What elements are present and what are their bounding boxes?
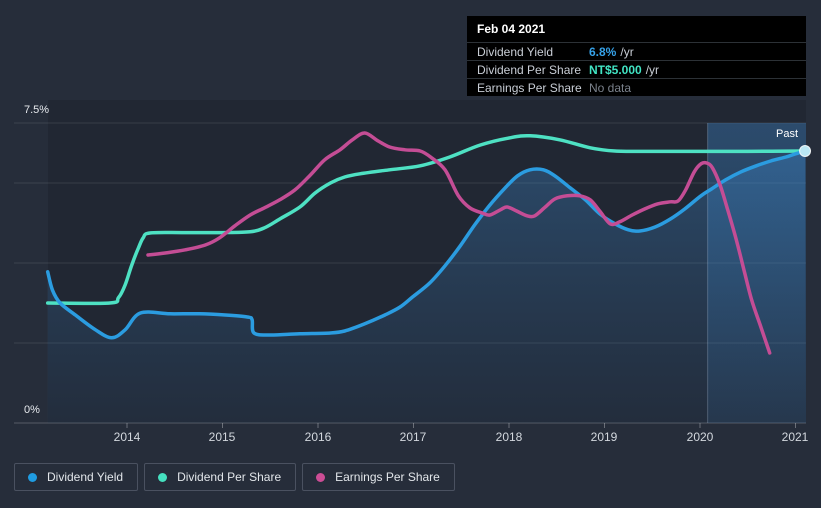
tooltip-row-label: Dividend Yield [477, 44, 554, 59]
tooltip-row-unit: /yr [620, 44, 634, 59]
x-axis-label-2021: 2021 [781, 430, 809, 444]
legend-item-label: Dividend Per Share [177, 470, 282, 484]
y-axis-label-max: 7.5% [24, 104, 50, 116]
legend-item-dividend-yield[interactable]: Dividend Yield [14, 463, 139, 491]
tooltip-row-value: 6.8% [589, 44, 617, 59]
x-axis-label-2017: 2017 [399, 430, 427, 444]
past-region-overlay [707, 123, 806, 423]
dividend-yield-line [45, 149, 807, 340]
legend-color-dot-icon [28, 472, 37, 482]
tooltip-row: Dividend Yield 6.8%/yr [467, 42, 806, 60]
legend-color-dot-icon [316, 472, 326, 482]
legend-item-label: Dividend Yield [47, 470, 124, 484]
tooltip-row: Earnings Per Share No data [467, 78, 806, 96]
legend-item-dividend-per-share[interactable]: Dividend Per Share [144, 463, 297, 491]
legend-color-dot-icon [158, 472, 168, 482]
tooltip-row: Dividend Per Share NT$5.000/yr [467, 60, 806, 78]
x-axis-label-2016: 2016 [304, 430, 332, 444]
y-axis-label-zero: 0% [24, 404, 40, 416]
latest-value-dot [799, 145, 812, 157]
legend-item-earnings-per-share[interactable]: Earnings Per Share [302, 463, 455, 491]
x-axis-label-2018: 2018 [495, 430, 523, 444]
x-axis-label-2019: 2019 [590, 430, 618, 444]
legend-item-label: Earnings Per Share [335, 470, 440, 484]
tooltip-row-value: No data [589, 80, 632, 95]
chart-legend: Dividend Yield Dividend Per Share Earnings… [14, 463, 455, 491]
past-region-label: Past [775, 128, 798, 140]
tooltip-row-value: NT$5.000 [589, 62, 642, 77]
tooltip-date: Feb 04 2021 [477, 22, 546, 36]
x-axis-label-2015: 2015 [208, 430, 236, 444]
tooltip-row-label: Earnings Per Share [477, 80, 582, 95]
x-axis-label-2020: 2020 [686, 430, 714, 444]
x-axis-label-2014: 2014 [113, 430, 141, 444]
dividend-per-share-line [45, 133, 807, 306]
earnings-per-share-line [146, 131, 772, 355]
chart-tooltip: Feb 04 2021 Dividend Yield 6.8%/yr Dividen… [467, 16, 806, 96]
tooltip-row-label: Dividend Per Share [477, 62, 582, 77]
tooltip-row-unit: /yr [645, 62, 660, 77]
